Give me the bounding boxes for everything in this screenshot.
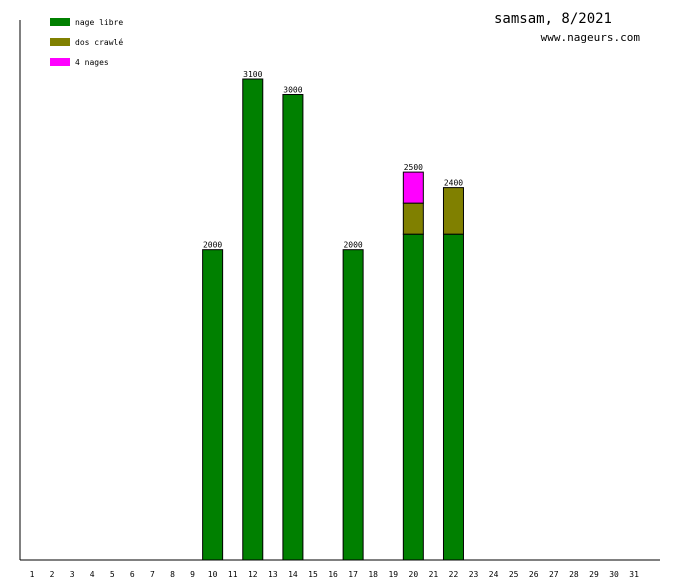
x-tick-label-9: 9 bbox=[190, 570, 195, 579]
x-tick-label-21: 21 bbox=[429, 570, 439, 579]
bar-day-22-series-0 bbox=[442, 233, 464, 561]
legend-swatch-1 bbox=[50, 38, 70, 46]
site-url: www.nageurs.com bbox=[541, 31, 641, 44]
x-tick-label-7: 7 bbox=[150, 570, 155, 579]
legend-label-1: dos crawlé bbox=[75, 37, 123, 47]
x-tick-label-30: 30 bbox=[609, 570, 619, 579]
value-labels: 2000 3100 3000 2000 2500 2400 bbox=[203, 70, 463, 250]
value-label-day-12: 3100 bbox=[243, 70, 262, 79]
x-tick-label-24: 24 bbox=[489, 570, 499, 579]
x-tick-label-3: 3 bbox=[70, 570, 75, 579]
bar-day-10-series-0 bbox=[202, 249, 224, 561]
value-label-day-22: 2400 bbox=[444, 179, 463, 188]
x-tick-label-20: 20 bbox=[409, 570, 419, 579]
x-tick-label-8: 8 bbox=[170, 570, 175, 579]
bar-day-22-series-1 bbox=[442, 187, 464, 235]
x-tick-label-5: 5 bbox=[110, 570, 115, 579]
x-tick-label-18: 18 bbox=[368, 570, 378, 579]
x-tick-label-29: 29 bbox=[589, 570, 599, 579]
x-tick-label-2: 2 bbox=[50, 570, 55, 579]
x-tick-label-22: 22 bbox=[449, 570, 459, 579]
x-tick-label-26: 26 bbox=[529, 570, 539, 579]
x-tick-label-14: 14 bbox=[288, 570, 298, 579]
x-tick-label-16: 16 bbox=[328, 570, 338, 579]
bar-day-14-series-0 bbox=[282, 94, 304, 561]
x-tick-label-10: 10 bbox=[208, 570, 218, 579]
x-tick-label-13: 13 bbox=[268, 570, 278, 579]
value-label-day-17: 2000 bbox=[343, 241, 362, 250]
x-tick-label-17: 17 bbox=[348, 570, 358, 579]
x-tick-label-11: 11 bbox=[228, 570, 238, 579]
legend-swatch-2 bbox=[50, 58, 70, 66]
legend-swatch-0 bbox=[50, 18, 70, 26]
axes bbox=[19, 20, 660, 561]
x-tick-label-6: 6 bbox=[130, 570, 135, 579]
legend: nage libre dos crawlé 4 nages bbox=[50, 18, 123, 67]
bar-day-20-series-0 bbox=[402, 233, 424, 561]
x-tick-label-23: 23 bbox=[469, 570, 479, 579]
x-tick-label-31: 31 bbox=[629, 570, 639, 579]
x-tick-label-28: 28 bbox=[569, 570, 579, 579]
bar-day-12-series-0 bbox=[242, 78, 264, 561]
bar-day-17-series-0 bbox=[342, 249, 364, 561]
x-tick-label-27: 27 bbox=[549, 570, 559, 579]
bar-day-20-series-1 bbox=[402, 202, 424, 235]
x-tick-label-4: 4 bbox=[90, 570, 95, 579]
x-tick-label-15: 15 bbox=[308, 570, 318, 579]
x-tick-label-12: 12 bbox=[248, 570, 258, 579]
legend-label-0: nage libre bbox=[75, 18, 123, 27]
value-label-day-20: 2500 bbox=[404, 163, 423, 172]
bar-day-20-series-2 bbox=[402, 171, 424, 204]
value-label-day-10: 2000 bbox=[203, 241, 222, 250]
x-tick-label-1: 1 bbox=[30, 570, 35, 579]
x-tick-label-25: 25 bbox=[509, 570, 519, 579]
x-tick-label-19: 19 bbox=[388, 570, 398, 579]
x-tick-labels: 1 2 3 4 5 6 7 8 9 10 11 12 13 14 15 16 17 18 19 20 21 22 23 24 2… bbox=[30, 570, 640, 579]
value-label-day-14: 3000 bbox=[283, 86, 302, 95]
chart-title: samsam, 8/2021 bbox=[494, 11, 612, 27]
bars bbox=[202, 78, 464, 561]
legend-label-2: 4 nages bbox=[75, 58, 109, 67]
